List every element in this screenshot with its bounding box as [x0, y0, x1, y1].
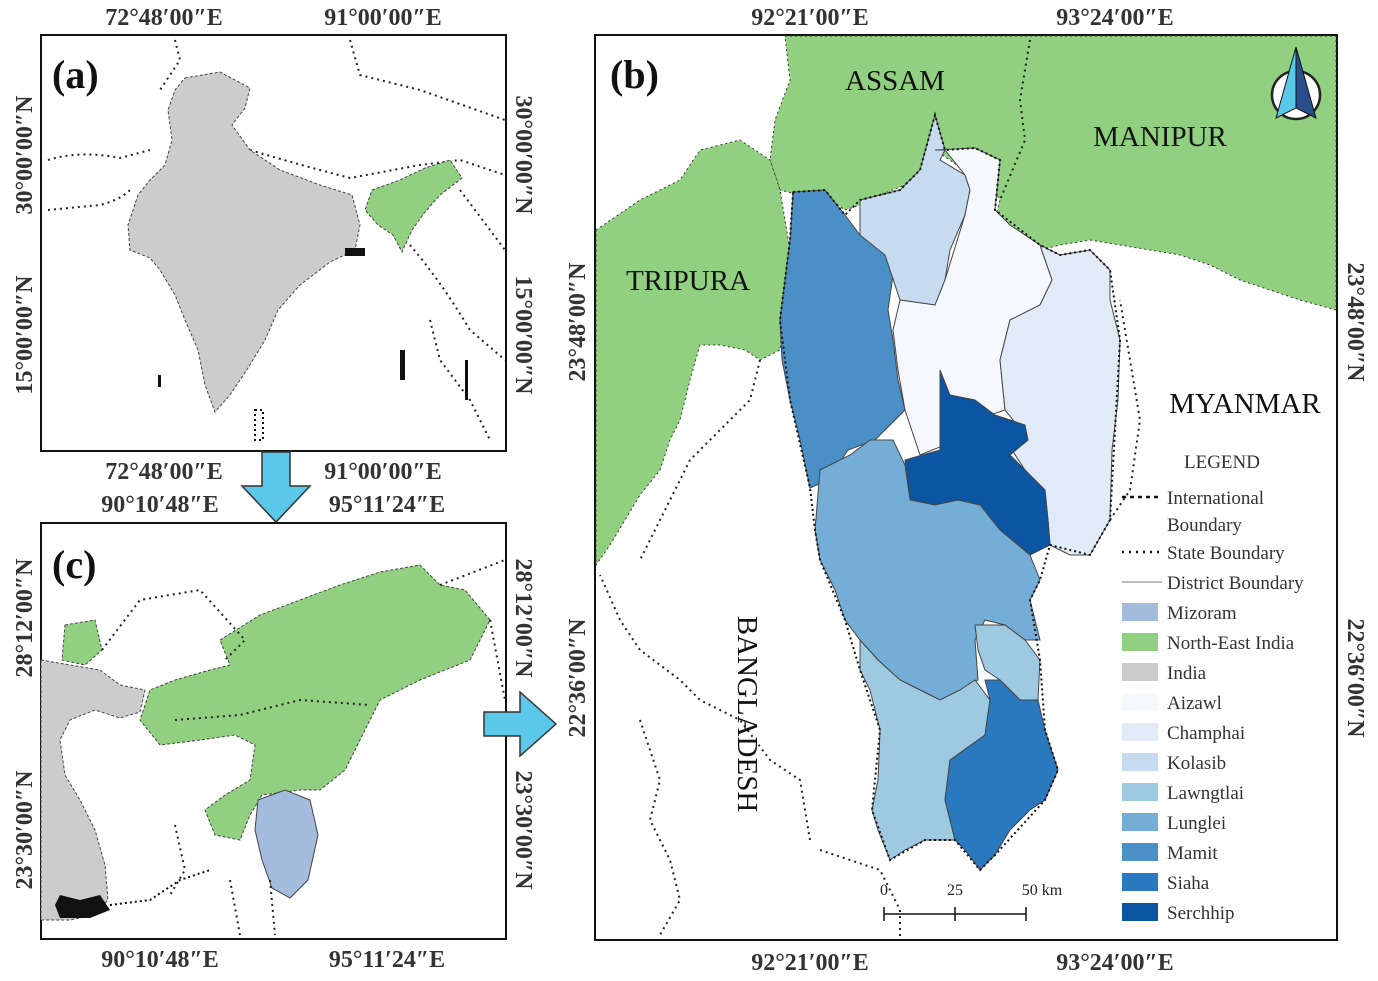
legend-label-india: India [1167, 663, 1207, 684]
panel-b-right-y-1: 23°48′00″N [1342, 263, 1368, 383]
legend-label-aizawl: Aizawl [1167, 693, 1222, 714]
mizoram-shape-c [254, 789, 319, 899]
scale-tick-25: 25 [947, 882, 963, 899]
legend-swatch-lawngtlai [1122, 783, 1158, 801]
panel-a-top-x-1: 72°48′00″E [105, 5, 223, 31]
legend-swatch-lunglei [1122, 813, 1158, 831]
panel-b: ASSAM MANIPUR TRIPURA MYANMAR BANGLADESH… [565, 5, 1368, 976]
panel-a-right-y-2: 15°00′00″N [510, 276, 536, 396]
northeast-shape-c [139, 564, 491, 841]
legend-district-boundary: District Boundary [1167, 573, 1304, 594]
panel-c: (c) 90°10′48″E 95°11′24″E 90°10′48″E 95°… [12, 492, 536, 973]
panel-c-bottom-x-2: 95°11′24″E [329, 947, 445, 973]
panel-b-left-y-1: 23°48′00″N [565, 262, 591, 382]
legend-label-siaha: Siaha [1167, 873, 1210, 894]
panel-b-bottom-x-1: 92°21′00″E [751, 950, 869, 976]
right-arrow-icon [483, 690, 558, 758]
scale-bar: 0 25 50 km [880, 882, 1063, 921]
panel-c-top-x-1: 90°10′48″E [101, 492, 219, 518]
district-siaha [944, 679, 1059, 871]
region-label-manipur: MANIPUR [1093, 121, 1227, 153]
legend: LEGEND International Boundary State Boun… [1122, 452, 1304, 924]
legend-state-boundary: State Boundary [1167, 543, 1285, 564]
legend-international-boundary-2: Boundary [1167, 515, 1242, 536]
legend-swatch-india [1122, 663, 1158, 681]
panel-c-left-y-1: 28°12′00″N [12, 558, 38, 678]
panel-b-label: (b) [610, 52, 659, 97]
legend-swatch-siaha [1122, 873, 1158, 891]
legend-label-serchhip: Serchhip [1167, 903, 1235, 924]
panel-a-bottom-x-2: 91°00′00″E [324, 459, 442, 485]
panel-b-right-y-2: 22°36′00″N [1342, 619, 1368, 739]
panel-a-top-x-2: 91°00′00″E [324, 5, 442, 31]
legend-swatch-aizawl [1122, 693, 1158, 711]
india-shape-c [40, 659, 146, 921]
legend-label-lunglei: Lunglei [1167, 813, 1226, 834]
legend-label-kolasib: Kolasib [1167, 753, 1226, 774]
region-label-assam: ASSAM [845, 65, 945, 97]
down-arrow-icon [240, 451, 312, 524]
panel-a-right-y-1: 30°00′00″N [510, 96, 536, 216]
tripura-shape [595, 139, 791, 567]
panel-b-left-y-2: 22°36′00″N [565, 618, 591, 738]
region-label-myanmar: MYANMAR [1169, 388, 1321, 420]
northeast-shape-a [364, 159, 463, 254]
panel-b-bottom-x-2: 93°24′00″E [1056, 950, 1174, 976]
legend-swatch-serchhip [1122, 903, 1158, 921]
panel-c-top-x-2: 95°11′24″E [329, 492, 445, 518]
panel-c-right-y-1: 28°12′00″N [510, 559, 536, 679]
panel-b-top-x-1: 92°21′00″E [751, 5, 869, 31]
legend-title: LEGEND [1184, 452, 1260, 473]
panel-c-bottom-x-1: 90°10′48″E [101, 947, 219, 973]
scale-tick-0: 0 [880, 882, 888, 899]
region-label-tripura: TRIPURA [626, 265, 750, 297]
scale-tick-50: 50 km [1022, 882, 1063, 899]
panel-c-right-y-2: 23°30′00″N [510, 771, 536, 891]
panel-a-bottom-x-1: 72°48′00″E [105, 459, 223, 485]
region-label-bangladesh: BANGLADESH [731, 616, 763, 813]
north-arrow-icon [1270, 46, 1322, 121]
legend-swatch-mizoram [1122, 603, 1158, 621]
legend-label-lawngtlai: Lawngtlai [1167, 783, 1244, 804]
legend-swatch-champhai [1122, 723, 1158, 741]
legend-swatch-north-east-india [1122, 633, 1158, 651]
panel-a-label: (a) [52, 52, 99, 97]
panel-a-left-y-2: 15°00′00″N [12, 275, 38, 395]
panel-a-left-y-1: 30°00′00″N [12, 95, 38, 215]
legend-label-mizoram: Mizoram [1167, 603, 1237, 624]
panel-a: (a) 72°48′00″E 91°00′00″E 72°48′00″E 91°… [12, 5, 536, 485]
legend-label-champhai: Champhai [1167, 723, 1245, 744]
india-shape-a [127, 71, 361, 413]
legend-label-north-east-india: North-East India [1167, 633, 1295, 654]
panel-b-top-x-2: 93°24′00″E [1056, 5, 1174, 31]
legend-swatch-kolasib [1122, 753, 1158, 771]
panel-c-label: (c) [52, 542, 96, 587]
legend-swatch-mamit [1122, 843, 1158, 861]
panel-c-left-y-2: 23°30′00″N [12, 770, 38, 890]
legend-label-mamit: Mamit [1167, 843, 1218, 864]
legend-international-boundary-1: International [1167, 488, 1264, 509]
